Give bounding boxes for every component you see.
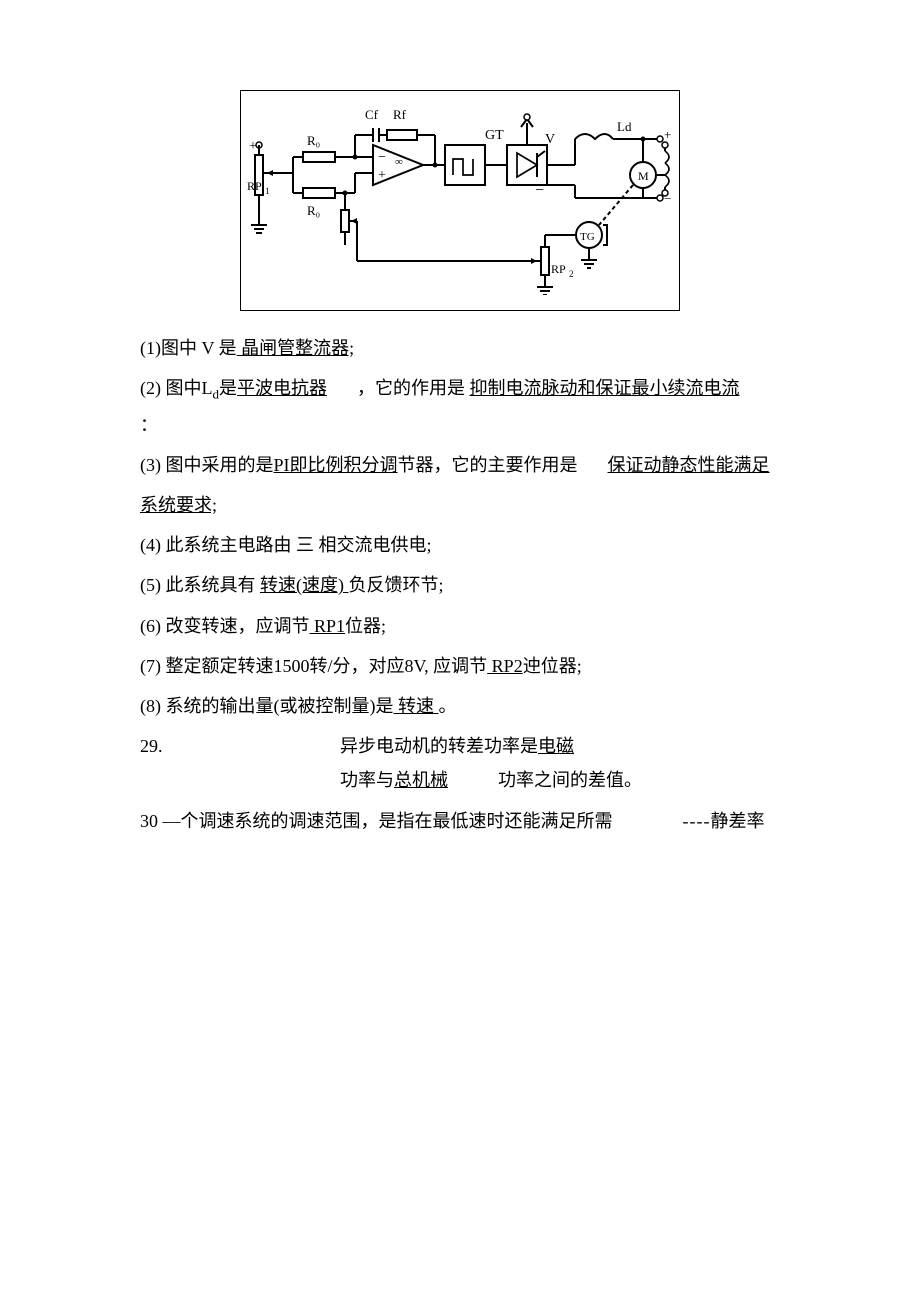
question-6: (6) 改变转速，应调节 RP1位器; [140,609,780,643]
question-29: 29. 异步电动机的转差功率是电磁 功率与总机械 功率之间的差值。 [140,729,780,797]
svg-text:∞: ∞ [395,156,403,168]
q7-ans: RP2 [487,656,523,676]
q29-line2b: 总机械 [394,770,448,790]
svg-text:RP: RP [551,262,566,276]
svg-text:+: + [378,168,386,183]
q6-ans: RP1 [310,616,346,636]
q2-mid1: 是 [219,378,237,398]
q6-tail: 位器; [345,616,386,636]
circuit-svg: +RP1R₀R₀CfRf−+∞GTV−Ld+M−TGRP2 [245,95,675,295]
question-8: (8) 系统的输出量(或被控制量)是 转速 。 [140,689,780,723]
page: +RP1R₀R₀CfRf−+∞GTV−Ld+M−TGRP2 (1)图中 V 是 … [0,0,920,884]
q1-prefix: (1)图中 V 是 [140,338,237,358]
svg-text:−: − [535,182,544,199]
question-4: (4) 此系统主电路由 三 相交流电供电; [140,528,780,562]
q29-line1a: 异步电动机的转差功率是 [340,736,538,756]
svg-text:1: 1 [265,186,270,196]
q5-prefix: (5) 此系统具有 [140,575,260,595]
svg-text:Ld: Ld [617,119,632,134]
diagram-container: +RP1R₀R₀CfRf−+∞GTV−Ld+M−TGRP2 [140,90,780,311]
q7-prefix: (7) 整定额定转速1500转/分，对应8V, 应调节 [140,656,487,676]
svg-text:V: V [545,132,555,147]
q30-text: 30 —个调速系统的调速范围，是指在最低速时还能满足所需 [140,811,613,831]
svg-text:TG: TG [580,231,595,243]
q8-prefix: (8) 系统的输出量(或被控制量)是 [140,696,393,716]
svg-text:GT: GT [485,128,504,143]
q5-tail: 负反馈环节; [349,575,444,595]
question-5: (5) 此系统具有 转速(速度) 负反馈环节; [140,568,780,602]
q6-prefix: (6) 改变转速，应调节 [140,616,310,636]
q2-tail: ： [140,415,158,435]
q3-ans2a: 保证动静态性能满足 [608,455,770,475]
svg-text:+: + [664,127,671,142]
q4-text: (4) 此系统主电路由 三 相交流电供电; [140,535,432,555]
svg-text:2: 2 [569,269,574,279]
q3-mid: 节器，它的主要作用是 [398,455,578,475]
q30-dash: ---- [683,811,711,831]
q5-ans: 转速(速度) [260,575,349,595]
svg-text:RP: RP [247,179,262,193]
q3-ans2b: 系统要求; [140,495,217,515]
q3-ans1: PI即比例积分调 [274,455,398,475]
question-3-cont: 系统要求; [140,488,780,522]
svg-text:Cf: Cf [365,107,379,122]
q29-text: 异步电动机的转差功率是电磁 功率与总机械 功率之间的差值。 [340,729,780,797]
question-7: (7) 整定额定转速1500转/分，对应8V, 应调节 RP2迚位器; [140,649,780,683]
svg-text:−: − [378,150,386,165]
q29-line2a: 功率与 [340,770,394,790]
q8-tail: 。 [438,696,456,716]
q30-tail: 静差率 [710,811,764,831]
q7-tail: 迚位器; [523,656,582,676]
q3-prefix: (3) 图中采用的是 [140,455,274,475]
question-1: (1)图中 V 是 晶闸管整流器; [140,331,780,365]
q29-line2c: 功率之间的差值。 [498,770,642,790]
circuit-diagram: +RP1R₀R₀CfRf−+∞GTV−Ld+M−TGRP2 [240,90,680,311]
q2-prefix: (2) 图中L [140,378,212,398]
q1-answer: 晶闸管整流器; [237,338,355,358]
q8-ans: 转速 [393,696,438,716]
svg-text:R₀: R₀ [307,133,320,148]
q2-ans2: 抑制电流脉动和保证最小续流电流 [469,378,739,398]
q2-ans1: 平波电抗器 [237,378,327,398]
q2-mid2: ，它的作用是 [357,378,470,398]
question-2: (2) 图中Ld是平波电抗器，它的作用是 抑制电流脉动和保证最小续流电流： [140,371,780,441]
svg-text:−: − [664,191,671,206]
svg-text:M: M [638,169,649,183]
q29-line1b: 电磁 [538,736,574,756]
question-3: (3) 图中采用的是PI即比例积分调节器，它的主要作用是 保证动静态性能满足 [140,448,780,482]
q29-number: 29. [140,729,340,763]
question-30: 30 —个调速系统的调速范围，是指在最低速时还能满足所需 ----静差率 [140,804,780,838]
svg-text:R₀: R₀ [307,203,320,218]
svg-text:Rf: Rf [393,107,407,122]
